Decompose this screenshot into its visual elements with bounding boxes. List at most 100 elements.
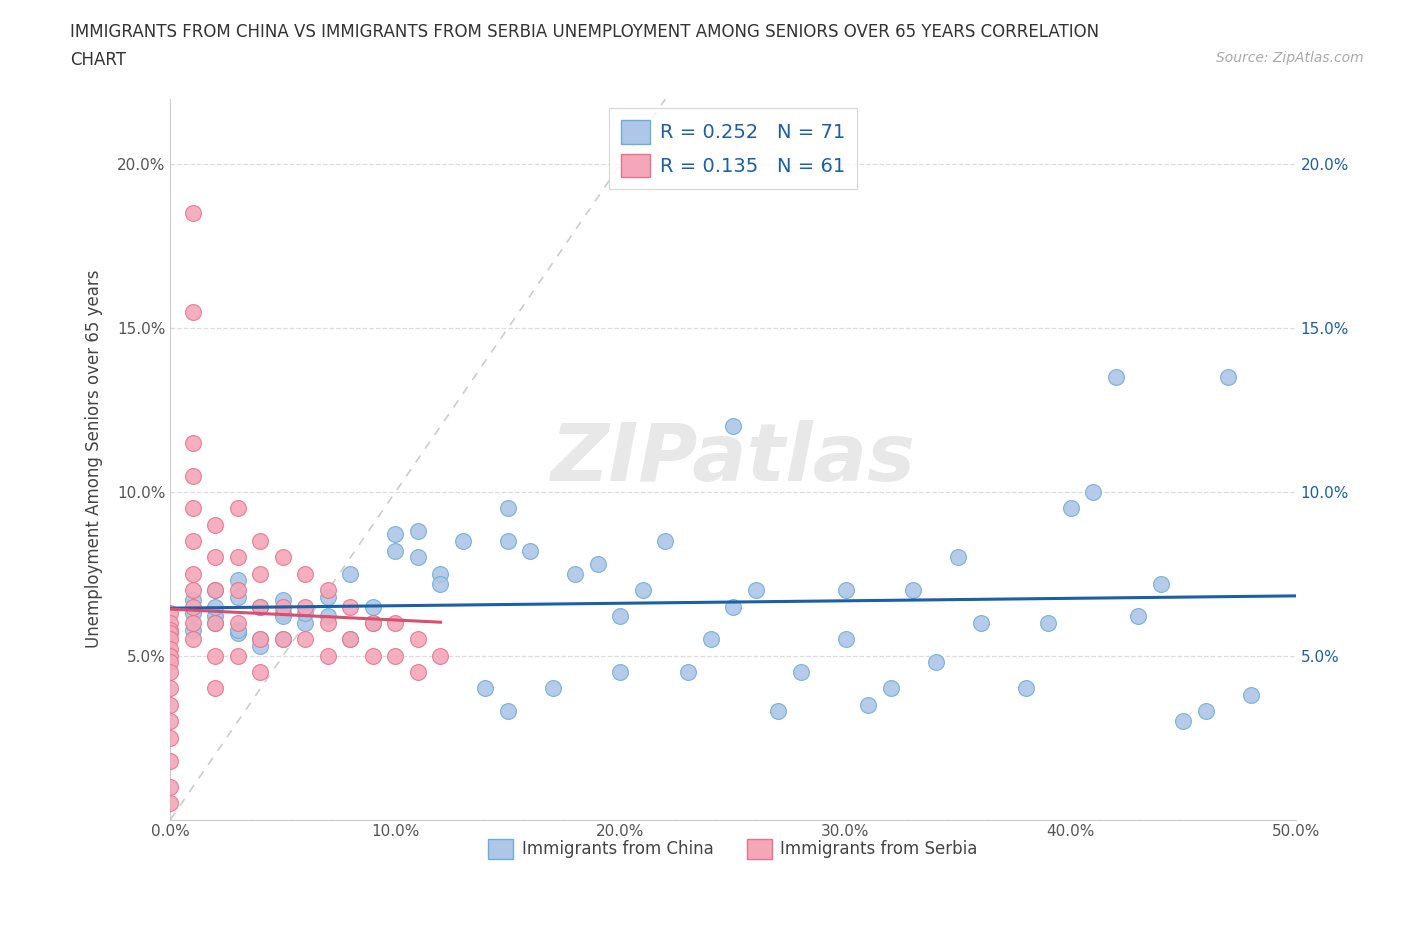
Point xyxy=(226,583,249,598)
Point xyxy=(226,648,249,663)
Point xyxy=(159,796,181,811)
Point xyxy=(339,566,361,581)
Point xyxy=(901,583,924,598)
Point xyxy=(699,631,721,646)
Point xyxy=(879,681,901,696)
Point xyxy=(181,616,204,631)
Point xyxy=(181,501,204,516)
Point xyxy=(271,550,294,565)
Point xyxy=(924,655,946,670)
Point xyxy=(834,583,856,598)
Point xyxy=(271,605,294,620)
Point xyxy=(316,648,339,663)
Point xyxy=(271,609,294,624)
Point xyxy=(294,616,316,631)
Point xyxy=(159,698,181,712)
Point xyxy=(609,665,631,680)
Point xyxy=(316,583,339,598)
Point xyxy=(226,625,249,640)
Point xyxy=(294,566,316,581)
Point xyxy=(1081,485,1104,499)
Point xyxy=(294,599,316,614)
Point xyxy=(316,590,339,604)
Point xyxy=(1104,370,1126,385)
Point xyxy=(181,468,204,483)
Point xyxy=(271,631,294,646)
Point xyxy=(856,698,879,712)
Point xyxy=(249,631,271,646)
Point xyxy=(361,648,384,663)
Point xyxy=(316,616,339,631)
Point xyxy=(946,550,969,565)
Point xyxy=(159,730,181,745)
Point xyxy=(406,550,429,565)
Point xyxy=(766,704,789,719)
Point xyxy=(1149,577,1171,591)
Point xyxy=(496,534,519,549)
Point xyxy=(384,527,406,542)
Point xyxy=(181,583,204,598)
Text: Source: ZipAtlas.com: Source: ZipAtlas.com xyxy=(1216,51,1364,65)
Point xyxy=(339,631,361,646)
Point xyxy=(159,648,181,663)
Point xyxy=(159,779,181,794)
Point xyxy=(541,681,564,696)
Point xyxy=(226,616,249,631)
Point xyxy=(361,599,384,614)
Point xyxy=(249,599,271,614)
Text: ZIPatlas: ZIPatlas xyxy=(551,420,915,498)
Point xyxy=(676,665,699,680)
Point xyxy=(654,534,676,549)
Point xyxy=(451,534,474,549)
Point xyxy=(181,206,204,220)
Point xyxy=(406,665,429,680)
Point xyxy=(384,648,406,663)
Point xyxy=(744,583,766,598)
Point xyxy=(181,592,204,607)
Point xyxy=(271,631,294,646)
Point xyxy=(249,639,271,654)
Point xyxy=(339,599,361,614)
Point xyxy=(496,704,519,719)
Point xyxy=(834,631,856,646)
Point xyxy=(226,501,249,516)
Point xyxy=(721,418,744,433)
Point xyxy=(181,534,204,549)
Text: CHART: CHART xyxy=(70,51,127,69)
Point xyxy=(294,605,316,620)
Point xyxy=(496,501,519,516)
Point xyxy=(249,665,271,680)
Point xyxy=(204,583,226,598)
Point xyxy=(181,622,204,637)
Point xyxy=(181,631,204,646)
Point xyxy=(519,543,541,558)
Point xyxy=(384,543,406,558)
Point xyxy=(204,609,226,624)
Point xyxy=(181,566,204,581)
Point xyxy=(159,642,181,657)
Point xyxy=(316,609,339,624)
Point xyxy=(159,616,181,631)
Point xyxy=(271,599,294,614)
Point xyxy=(361,616,384,631)
Point xyxy=(429,577,451,591)
Point xyxy=(586,556,609,571)
Point xyxy=(406,524,429,538)
Point xyxy=(429,566,451,581)
Point xyxy=(1194,704,1216,719)
Point xyxy=(969,616,991,631)
Point xyxy=(1059,501,1081,516)
Point xyxy=(204,648,226,663)
Point xyxy=(204,616,226,631)
Point xyxy=(564,566,586,581)
Point xyxy=(226,590,249,604)
Point xyxy=(271,592,294,607)
Point xyxy=(1036,616,1059,631)
Point xyxy=(1216,370,1239,385)
Point xyxy=(159,631,181,646)
Point xyxy=(159,665,181,680)
Point xyxy=(159,655,181,670)
Point xyxy=(384,616,406,631)
Point xyxy=(226,573,249,588)
Point xyxy=(204,550,226,565)
